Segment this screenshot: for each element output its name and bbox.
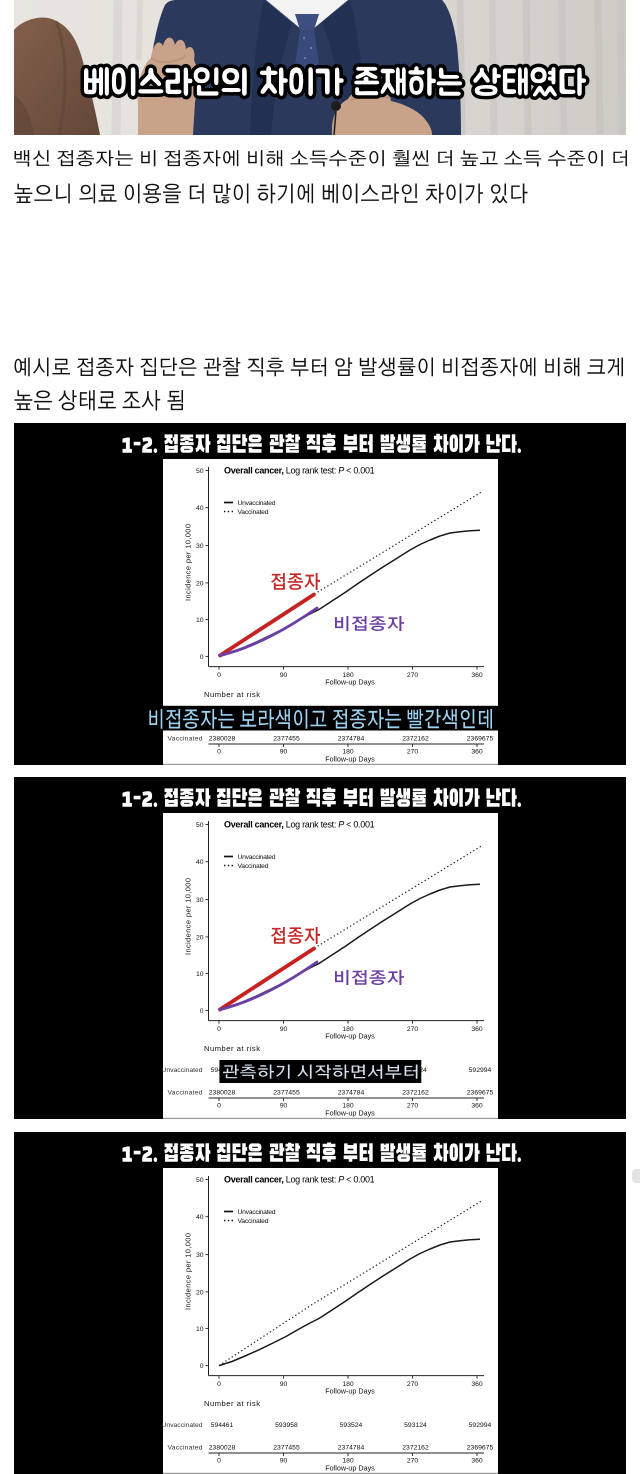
svg-text:10: 10 — [196, 1326, 204, 1333]
svg-text:2374784: 2374784 — [338, 1445, 365, 1452]
svg-text:Follow-up Days: Follow-up Days — [325, 755, 375, 764]
svg-text:592994: 592994 — [469, 1422, 492, 1429]
svg-text:Follow-up Days: Follow-up Days — [325, 1032, 375, 1041]
svg-text:270: 270 — [407, 1381, 419, 1388]
svg-text:40: 40 — [196, 859, 204, 866]
svg-text:180: 180 — [342, 1026, 354, 1033]
svg-text:Overall cancer, Log rank test:: Overall cancer, Log rank test: P < 0.001 — [224, 1175, 375, 1185]
svg-text:10: 10 — [196, 971, 204, 978]
svg-text:Follow-up Days: Follow-up Days — [325, 1387, 375, 1396]
svg-text:90: 90 — [280, 1381, 288, 1388]
svg-text:Overall cancer, Log rank test:: Overall cancer, Log rank test: P < 0.001 — [224, 820, 375, 830]
svg-text:270: 270 — [407, 1458, 419, 1465]
svg-text:270: 270 — [407, 1103, 419, 1110]
svg-text:Incidence per 10,000: Incidence per 10,000 — [184, 524, 193, 601]
svg-text:0: 0 — [200, 654, 204, 661]
svg-text:20: 20 — [196, 580, 204, 587]
svg-text:Unvaccinated: Unvaccinated — [162, 1422, 203, 1429]
svg-text:0: 0 — [217, 1458, 221, 1465]
svg-text:Follow-up Days: Follow-up Days — [325, 1109, 375, 1118]
svg-text:50: 50 — [196, 822, 204, 829]
svg-text:360: 360 — [471, 1381, 483, 1388]
svg-text:20: 20 — [196, 1289, 204, 1296]
svg-text:0: 0 — [200, 1363, 204, 1370]
svg-text:Follow-up Days: Follow-up Days — [325, 678, 375, 687]
svg-text:40: 40 — [196, 1214, 204, 1221]
svg-text:360: 360 — [471, 1103, 483, 1110]
svg-text:Vaccinated: Vaccinated — [238, 509, 269, 516]
svg-text:360: 360 — [471, 749, 483, 756]
svg-text:90: 90 — [280, 672, 288, 679]
svg-text:0: 0 — [217, 1381, 221, 1388]
svg-text:2377455: 2377455 — [273, 1090, 300, 1097]
svg-text:2380028: 2380028 — [209, 1090, 236, 1097]
svg-text:270: 270 — [407, 749, 419, 756]
svg-text:Number at risk: Number at risk — [204, 1399, 260, 1408]
svg-text:0: 0 — [217, 1103, 221, 1110]
svg-text:Unvaccinated: Unvaccinated — [162, 1067, 203, 1074]
svg-text:360: 360 — [471, 1458, 483, 1465]
svg-text:Vaccinated: Vaccinated — [168, 736, 203, 743]
svg-text:90: 90 — [280, 1103, 288, 1110]
svg-text:Vaccinated: Vaccinated — [238, 863, 269, 870]
svg-text:30: 30 — [196, 897, 204, 904]
svg-text:270: 270 — [407, 672, 419, 679]
svg-text:2374784: 2374784 — [338, 1090, 365, 1097]
svg-text:2369675: 2369675 — [467, 736, 494, 743]
svg-text:Vaccinated: Vaccinated — [238, 1218, 269, 1225]
svg-text:2380028: 2380028 — [209, 1445, 236, 1452]
svg-text:0: 0 — [200, 1008, 204, 1015]
svg-text:360: 360 — [471, 672, 483, 679]
svg-text:90: 90 — [280, 1026, 288, 1033]
svg-text:2377455: 2377455 — [273, 736, 300, 743]
svg-text:2369675: 2369675 — [467, 1090, 494, 1097]
svg-text:0: 0 — [217, 1026, 221, 1033]
svg-text:20: 20 — [196, 934, 204, 941]
svg-text:Incidence per 10,000: Incidence per 10,000 — [184, 878, 193, 955]
svg-text:180: 180 — [342, 749, 354, 756]
svg-text:593524: 593524 — [340, 1422, 363, 1429]
svg-text:593124: 593124 — [404, 1422, 427, 1429]
svg-text:Unvaccinated: Unvaccinated — [238, 854, 276, 861]
svg-text:594461: 594461 — [211, 1422, 234, 1429]
svg-text:90: 90 — [280, 1458, 288, 1465]
svg-text:0: 0 — [217, 749, 221, 756]
svg-text:360: 360 — [471, 1026, 483, 1033]
svg-text:Unvaccinated: Unvaccinated — [238, 500, 276, 507]
svg-text:180: 180 — [342, 1103, 354, 1110]
svg-text:Number at risk: Number at risk — [204, 690, 260, 699]
svg-text:Vaccinated: Vaccinated — [168, 1090, 203, 1097]
svg-text:Follow-up Days: Follow-up Days — [325, 1464, 375, 1473]
svg-text:Number at risk: Number at risk — [204, 1044, 260, 1053]
svg-text:50: 50 — [196, 1177, 204, 1184]
svg-text:2374784: 2374784 — [338, 736, 365, 743]
svg-text:30: 30 — [196, 543, 204, 550]
svg-text:Vaccinated: Vaccinated — [168, 1445, 203, 1452]
svg-text:592994: 592994 — [469, 1067, 492, 1074]
svg-text:2377455: 2377455 — [273, 1445, 300, 1452]
svg-text:Overall cancer, Log rank test:: Overall cancer, Log rank test: P < 0.001 — [224, 466, 375, 476]
svg-text:2372162: 2372162 — [402, 1445, 429, 1452]
svg-text:0: 0 — [217, 672, 221, 679]
svg-text:2372162: 2372162 — [402, 1090, 429, 1097]
svg-text:Unvaccinated: Unvaccinated — [238, 1209, 276, 1216]
svg-text:10: 10 — [196, 617, 204, 624]
svg-text:2369675: 2369675 — [467, 1445, 494, 1452]
svg-text:40: 40 — [196, 505, 204, 512]
svg-text:50: 50 — [196, 468, 204, 475]
svg-text:2380028: 2380028 — [209, 736, 236, 743]
svg-text:30: 30 — [196, 1252, 204, 1259]
svg-text:Incidence per 10,000: Incidence per 10,000 — [184, 1233, 193, 1310]
svg-text:180: 180 — [342, 672, 354, 679]
svg-text:90: 90 — [280, 749, 288, 756]
svg-text:270: 270 — [407, 1026, 419, 1033]
svg-text:593958: 593958 — [275, 1422, 298, 1429]
svg-text:2372162: 2372162 — [402, 736, 429, 743]
